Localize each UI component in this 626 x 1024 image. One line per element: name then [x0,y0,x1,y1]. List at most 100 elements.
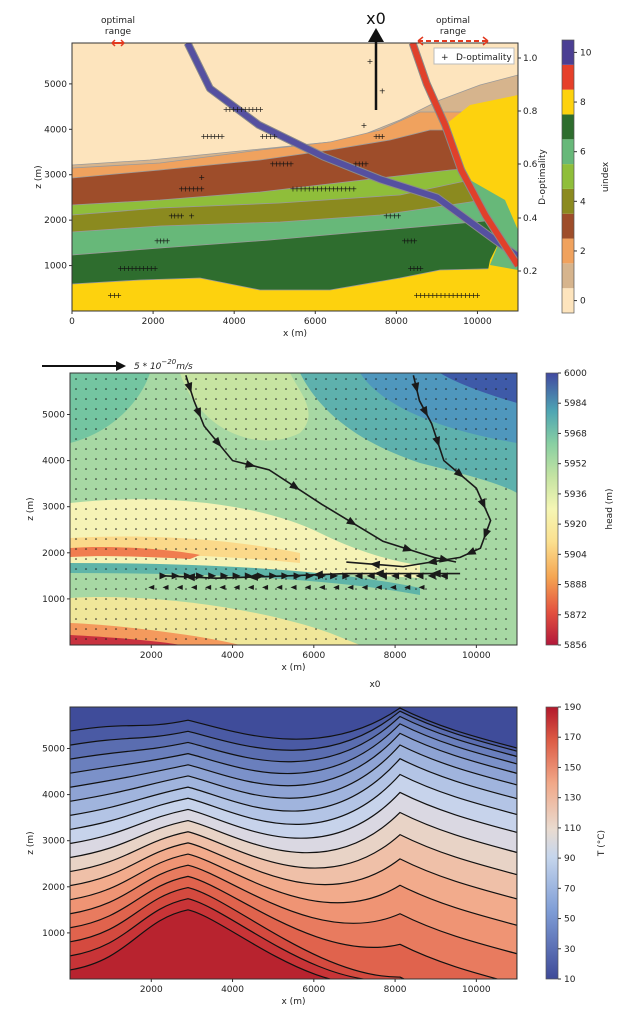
flow-vector-dot [185,538,187,540]
d-optimality-marker: + [111,291,118,300]
flow-vector-dot [145,378,147,380]
x-tick-label: 4000 [221,985,244,995]
uindex-tick-label: 4 [580,197,586,207]
flow-vector-dot [245,418,247,420]
flow-vector-dot [335,628,337,630]
flow-vector-dot [165,548,167,550]
flow-vector-dot [255,378,257,380]
d-optimality-marker: + [442,291,449,300]
flow-vector-dot [285,378,287,380]
flow-vector-dot [325,558,327,560]
y-tick-label: 2000 [42,883,65,893]
flow-vector-dot [225,618,227,620]
flow-vector-dot [235,508,237,510]
flow-vector-dot [225,638,227,640]
flow-vector-dot [275,468,277,470]
flow-vector-dot [135,508,137,510]
flow-vector-dot [285,558,287,560]
head-band-orange-mid [70,546,200,559]
flow-vector-dot [85,438,87,440]
flow-vector-dot [415,608,417,610]
uindex-swatch [562,263,574,289]
streamline-arrowhead [402,544,414,552]
head-panel: 2000 4000 6000 8000 10000 1000 2000 3000 4000 500… [26,358,615,673]
flow-vector-dot [395,598,397,600]
flow-arrow-small [418,584,425,590]
flow-vector-dot [315,638,317,640]
flow-vector-dot [505,508,507,510]
flow-vector-dot [85,418,87,420]
flow-vector-dot [315,518,317,520]
flow-vector-dot [205,598,207,600]
flow-vector-dot [485,618,487,620]
flow-vector-dot [95,618,97,620]
d-optimality-marker: + [414,264,421,273]
d-optimality-marker: + [164,237,171,246]
flow-vector-dot [135,478,137,480]
flow-vector-dot [315,388,317,390]
flow-vector-dot [485,568,487,570]
flow-vector-dot [135,448,137,450]
flow-vector-dot [265,558,267,560]
flow-vector-dot [285,498,287,500]
flow-vector-dot [175,448,177,450]
flow-vector-dot [365,398,367,400]
flow-vector-dot [75,458,77,460]
d-optimality-marker: + [450,291,457,300]
flow-vector-dot [285,578,287,580]
flow-vector-dot [495,378,497,380]
flow-vector-dot [325,578,327,580]
d-optimality-marker: + [338,184,345,193]
d-optimality-marker: + [352,159,359,168]
d-optimality-marker: + [140,264,147,273]
flow-vector-dot [465,638,467,640]
flow-vector-dot [435,498,437,500]
flow-vector-dot [445,378,447,380]
optimal-range-arrows-left [111,39,125,47]
flow-vector-dot [145,508,147,510]
flow-vector-dot [455,568,457,570]
flow-vector-dot [315,468,317,470]
flow-vector-dot [465,628,467,630]
uindex-swatch [562,139,574,165]
head-plot-area [70,373,517,645]
flow-vector-dot [355,498,357,500]
flow-vector-dot [205,608,207,610]
flow-vector-dot [125,608,127,610]
flow-vector-dot [245,528,247,530]
flow-vector-dot [265,638,267,640]
flow-vector-dot [175,588,177,590]
flow-vector-dot [195,638,197,640]
flow-vector-dot [375,388,377,390]
streamline-arrowhead [247,572,258,581]
flow-vector-dot [315,398,317,400]
flow-vector-dot [95,428,97,430]
flow-vector-dot [475,588,477,590]
flow-vector-dot [195,548,197,550]
flow-vector-dot [455,618,457,620]
flow-vector-dot [255,498,257,500]
d-optimality-marker: + [186,184,193,193]
flow-vector-dot [345,388,347,390]
flow-vector-dot [245,438,247,440]
flow-vector-dot [165,638,167,640]
flow-vector-dot [425,578,427,580]
x-tick-label: 2000 [140,651,163,661]
flow-vector-dot [265,538,267,540]
flow-vector-dot [305,388,307,390]
temperature-panel: x0 2000 4000 6000 8000 10000 1000 2000 3000 4000… [26,680,607,1007]
y-axis-label: z (m) [26,497,36,520]
flow-vector-dot [115,388,117,390]
uindex-swatch [562,64,574,90]
y-tick-label: 4000 [42,457,65,467]
flow-vector-dot [355,588,357,590]
flow-vector-dot [475,558,477,560]
flow-vector-dot [305,378,307,380]
flow-vector-dot [225,448,227,450]
uindex-swatch [562,288,574,313]
flow-vector-dot [125,388,127,390]
flow-vector-dot [165,488,167,490]
flow-vector-dot [455,458,457,460]
flow-vector-dot [505,578,507,580]
flow-arrow [415,572,424,580]
